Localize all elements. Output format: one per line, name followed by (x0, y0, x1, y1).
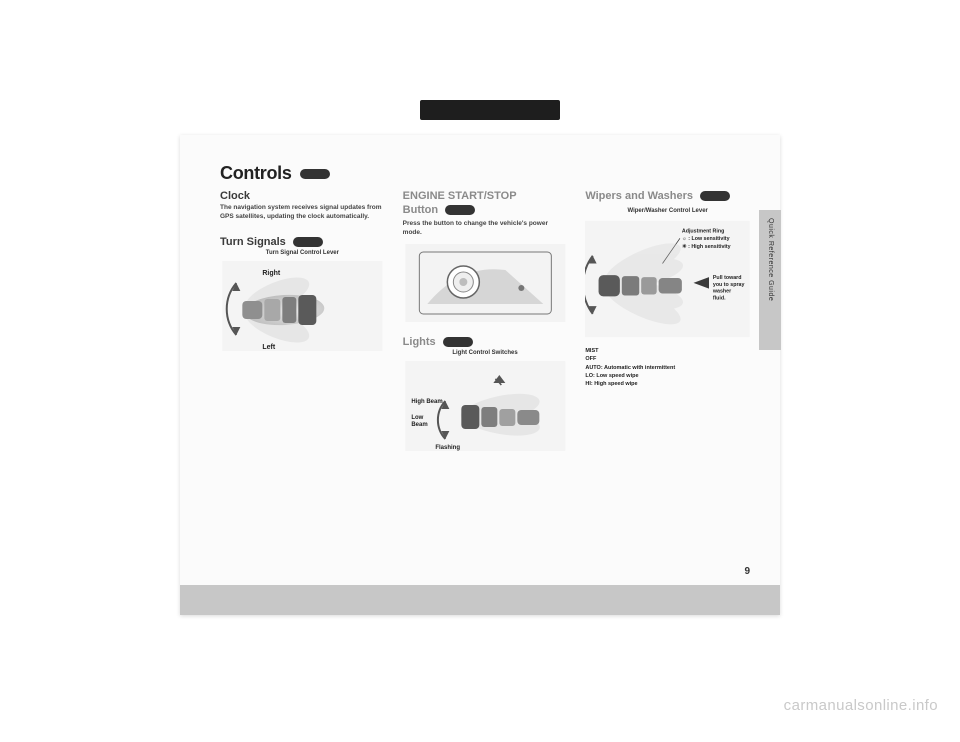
wiper-lever-illustration: Adjustment Ring ☼ : Low sensitivity ☀ : … (585, 219, 750, 339)
watermark-text: carmanualsonline.info (784, 697, 938, 714)
column-1: Clock The navigation system receives sig… (220, 190, 385, 451)
svg-text:you to spray: you to spray (713, 282, 745, 288)
section-tab-label: Quick Reference Guide (767, 218, 774, 301)
light-switch-illustration: High Beam Low Beam Flashing (403, 361, 568, 451)
lights-caption: Light Control Switches (403, 350, 568, 357)
wiper-mode-list: MIST OFF AUTO: Automatic with intermitte… (585, 347, 750, 388)
wipers-heading-text: Wipers and Washers (585, 190, 693, 202)
turn-signal-lever-illustration: Right Left (220, 261, 385, 351)
lights-heading: Lights (403, 336, 568, 348)
wiper-mode-lo: LO: Low speed wipe (585, 372, 750, 380)
svg-text:Beam: Beam (411, 422, 427, 428)
clock-heading: Clock (220, 190, 385, 202)
page-number: 9 (744, 566, 750, 577)
wiper-mode-hi: HI: High speed wipe (585, 380, 750, 388)
svg-text:Right: Right (262, 270, 281, 277)
column-2: ENGINE START/STOP Button Press the butto… (403, 190, 568, 451)
svg-text:Pull toward: Pull toward (713, 275, 742, 281)
lights-pill-icon (443, 337, 473, 347)
svg-text:Low: Low (411, 415, 423, 421)
wipers-heading: Wipers and Washers (585, 190, 750, 202)
svg-text:Left: Left (262, 344, 276, 351)
engine-heading-line2-text: Button (403, 204, 438, 216)
engine-button-illustration (403, 244, 568, 322)
clock-body: The navigation system receives signal up… (220, 204, 385, 222)
page-title-text: Controls (220, 163, 292, 183)
engine-body: Press the button to change the vehicle's… (403, 220, 568, 238)
wiper-mode-mist: MIST (585, 347, 750, 355)
page-ref-pill-icon (300, 169, 330, 179)
page-title: Controls (220, 163, 750, 184)
lights-heading-text: Lights (403, 336, 436, 348)
turn-signals-heading: Turn Signals (220, 236, 385, 248)
section-tab: Quick Reference Guide (759, 210, 781, 350)
svg-text:High Beam: High Beam (411, 399, 442, 405)
wipers-pill-icon (700, 191, 730, 201)
engine-pill-icon (445, 205, 475, 215)
page-content: Controls Clock The navigation system rec… (220, 163, 750, 595)
menu-strip (420, 100, 560, 120)
page-footer-band (180, 585, 780, 615)
columns: Clock The navigation system receives sig… (220, 190, 750, 451)
wipers-caption: Wiper/Washer Control Lever (585, 208, 750, 215)
turn-signals-caption: Turn Signal Control Lever (220, 250, 385, 257)
svg-text:☀ : High sensitivity: ☀ : High sensitivity (682, 244, 731, 250)
column-3: Wipers and Washers Wiper/Washer Control … (585, 190, 750, 451)
svg-text:washer: washer (712, 289, 731, 295)
turn-signals-heading-text: Turn Signals (220, 236, 286, 248)
wiper-mode-auto: AUTO: Automatic with intermittent (585, 364, 750, 372)
wiper-mode-off: OFF (585, 355, 750, 363)
svg-text:☼ : Low sensitivity: ☼ : Low sensitivity (682, 236, 730, 242)
engine-heading-line1: ENGINE START/STOP (403, 190, 568, 202)
turn-signals-pill-icon (293, 237, 323, 247)
viewer-canvas: Quick Reference Guide Controls Clock The… (0, 0, 960, 742)
svg-text:Flashing: Flashing (435, 445, 460, 451)
manual-page: Quick Reference Guide Controls Clock The… (180, 135, 780, 615)
engine-heading-line2: Button (403, 204, 568, 216)
svg-text:fluid.: fluid. (713, 296, 726, 302)
svg-text:Adjustment Ring: Adjustment Ring (682, 229, 725, 235)
